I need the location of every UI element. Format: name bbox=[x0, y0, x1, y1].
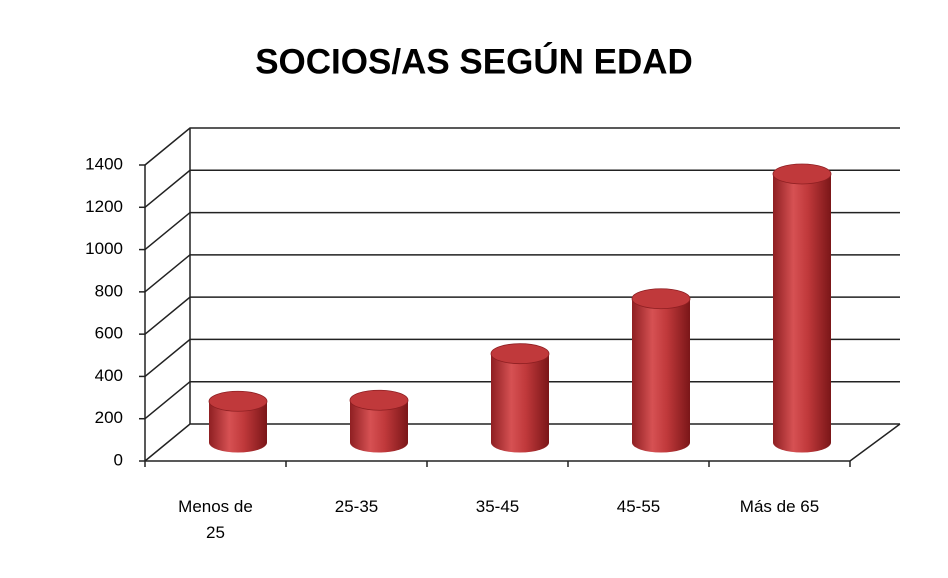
x-tick-label: 45-55 bbox=[616, 497, 661, 516]
x-tick-label: 25-35 bbox=[334, 497, 379, 516]
y-tick-label: 1000 bbox=[85, 239, 123, 258]
bar bbox=[491, 353, 549, 453]
y-tick-label: 1200 bbox=[85, 197, 123, 216]
x-tick-label: 35-45 bbox=[475, 497, 520, 516]
y-tick-label: 800 bbox=[95, 281, 123, 300]
bar bbox=[632, 298, 690, 453]
bar-top bbox=[349, 389, 409, 411]
chart-title: SOCIOS/AS SEGÚN EDAD bbox=[255, 41, 693, 81]
bar-top bbox=[772, 163, 832, 185]
y-tick-label: 1400 bbox=[85, 154, 123, 173]
grid-line bbox=[144, 169, 900, 208]
grid-line bbox=[144, 211, 900, 251]
y-tick-label: 0 bbox=[114, 450, 123, 469]
bar-top bbox=[490, 343, 550, 365]
x-tick-label: Más de 65 bbox=[739, 497, 820, 516]
bar bbox=[209, 401, 267, 453]
bar-top bbox=[208, 390, 268, 412]
y-tick-label: 400 bbox=[95, 366, 123, 385]
bar bbox=[350, 400, 408, 453]
grid-line bbox=[144, 127, 900, 166]
bar-top bbox=[631, 288, 691, 310]
y-tick-label: 600 bbox=[95, 324, 123, 343]
bar bbox=[773, 173, 831, 453]
x-tick-label: Menos de 25 bbox=[178, 497, 253, 542]
grid-line bbox=[144, 254, 900, 293]
y-tick-label: 200 bbox=[95, 408, 123, 427]
